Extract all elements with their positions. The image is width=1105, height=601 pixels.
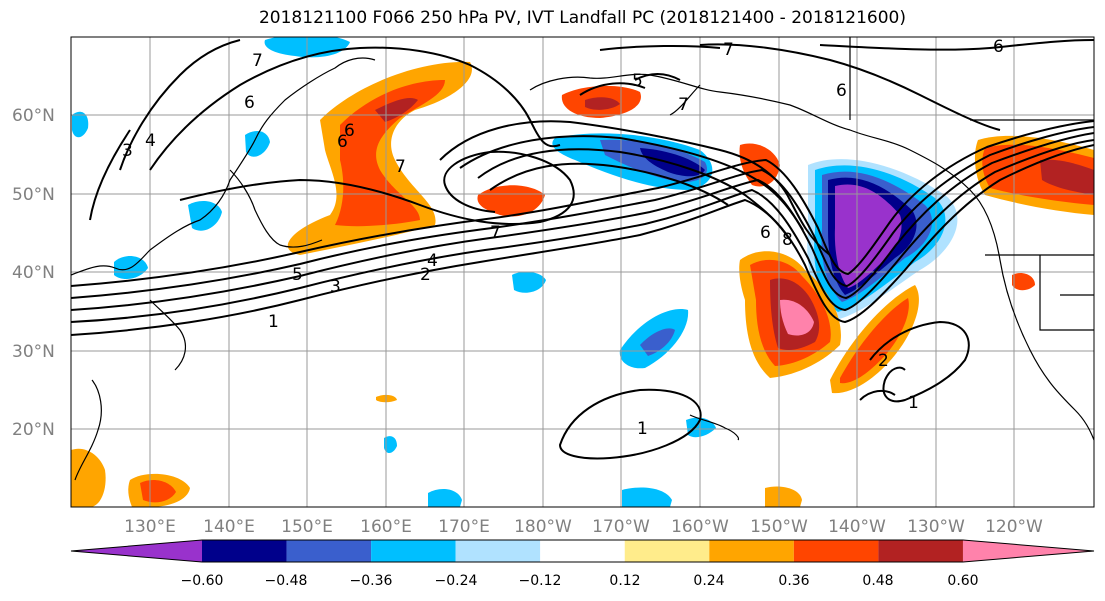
gridlines	[71, 37, 1094, 507]
pos-anomaly-small	[1012, 273, 1035, 291]
lon-label: 120°W	[985, 517, 1043, 537]
pos-anomaly-small	[140, 480, 176, 503]
colorbar-tick-label: 0.48	[862, 573, 893, 589]
pos-anomaly-pnw	[1040, 159, 1094, 195]
colorbar-swatch	[202, 540, 287, 562]
pos-anomaly-bering	[585, 97, 620, 110]
map-frame	[70, 36, 1095, 508]
contour-label: 5	[292, 265, 303, 285]
colorbar-tick-label: 0.36	[778, 573, 809, 589]
colorbar-swatch	[455, 540, 541, 562]
contour-label: 7	[678, 95, 689, 115]
contour-label: 3	[122, 141, 133, 161]
contour-label: 6	[337, 132, 348, 152]
contour-label: 1	[268, 312, 279, 332]
colorbar-tick-label: −0.48	[265, 573, 308, 589]
lat-label: 20°N	[12, 420, 55, 440]
colorbar-tick-label: 0.24	[693, 573, 724, 589]
lat-label: 40°N	[12, 263, 55, 283]
pv-contours	[71, 39, 1094, 460]
neg-anomaly-small	[686, 417, 716, 438]
colorbar: −0.60 −0.48 −0.36 −0.24 −0.12 0.12 0.24 …	[70, 539, 1095, 589]
colorbar-tick-label: −0.36	[350, 573, 393, 589]
contour-label: 4	[427, 251, 438, 271]
contour-label: 7	[490, 223, 501, 243]
contour-labels: 7 6 3 4 1 3 5 2 4 7 6 5 7 7 6 6 8 1 2 1 …	[122, 37, 1004, 439]
lon-label: 170°W	[592, 517, 650, 537]
colorbar-swatch	[71, 540, 202, 562]
colorbar-swatch	[878, 540, 963, 562]
colorbar-tick-label: −0.24	[435, 573, 478, 589]
colorbar-ticks: −0.60 −0.48 −0.36 −0.24 −0.12 0.12 0.24 …	[181, 573, 979, 589]
colorbar-swatch	[624, 540, 710, 562]
lat-label: 30°N	[12, 342, 55, 362]
colorbar-swatch	[963, 540, 1094, 562]
lon-label: 130°W	[907, 517, 965, 537]
contour-label: 8	[782, 230, 793, 250]
colorbar-outline	[70, 539, 1095, 563]
colorbar-tick-label: −0.12	[519, 573, 562, 589]
contour-label: 6	[244, 93, 255, 113]
shading-layer	[71, 37, 1094, 507]
lon-label: 180°W	[514, 517, 572, 537]
pos-anomaly-midpac	[477, 185, 545, 217]
contour-label: 7	[723, 40, 734, 60]
contour-label: 2	[420, 265, 431, 285]
lon-label: 160°E	[360, 517, 412, 537]
colorbar-swatches	[70, 539, 1095, 563]
contour-label: 6	[836, 81, 847, 101]
pos-anomaly-pnw	[982, 144, 1094, 205]
contour-label: 7	[395, 157, 406, 177]
contour-label: 1	[908, 393, 919, 413]
pos-anomaly-small	[71, 448, 106, 507]
colorbar-swatch	[371, 540, 456, 562]
colorbar-swatch	[540, 540, 625, 562]
lon-label: 130°E	[124, 517, 176, 537]
pos-anomaly-subtropical	[780, 299, 814, 336]
lon-label: 140°W	[828, 517, 886, 537]
map-title: 2018121100 F066 250 hPa PV, IVT Landfall…	[258, 8, 906, 28]
contour-label: 4	[145, 131, 156, 151]
lat-label: 50°N	[12, 185, 55, 205]
neg-anomaly-small	[622, 487, 672, 507]
neg-anomaly-small	[72, 111, 89, 138]
colorbar-tick-label: −0.60	[181, 573, 224, 589]
lon-label: 150°E	[281, 517, 333, 537]
contour-label: 1	[637, 419, 648, 439]
lon-label: 160°W	[671, 517, 729, 537]
neg-anomaly-small	[428, 488, 462, 507]
lon-label: 150°W	[750, 517, 808, 537]
longitude-labels: 130°E 140°E 150°E 160°E 170°E 180°W 170°…	[124, 517, 1043, 537]
pos-anomaly-jet	[335, 80, 445, 227]
lat-label: 60°N	[12, 106, 55, 126]
neg-anomaly-small	[245, 130, 270, 157]
neg-anomaly-small	[512, 271, 546, 293]
neg-anomaly-gulf	[834, 184, 902, 288]
colorbar-swatch	[793, 540, 879, 562]
neg-anomaly-small	[384, 436, 397, 454]
contour-label: 6	[760, 223, 771, 243]
colorbar-swatch	[709, 540, 794, 562]
colorbar-swatch	[286, 540, 372, 562]
colorbar-tick-label: 0.12	[609, 573, 640, 589]
contour-label: 5	[632, 71, 643, 91]
contour-label: 2	[878, 351, 889, 371]
contour-label: 7	[252, 51, 263, 71]
pos-anomaly-small	[765, 486, 802, 507]
neg-anomaly-small	[640, 328, 675, 356]
colorbar-tick-label: 0.60	[947, 573, 978, 589]
contour-label: 3	[330, 277, 341, 297]
lon-label: 170°E	[438, 517, 490, 537]
lon-label: 140°E	[203, 517, 255, 537]
latitude-labels: 60°N 50°N 40°N 30°N 20°N	[12, 106, 55, 440]
contour-label: 6	[993, 37, 1004, 57]
contour-label: 6	[344, 121, 355, 141]
